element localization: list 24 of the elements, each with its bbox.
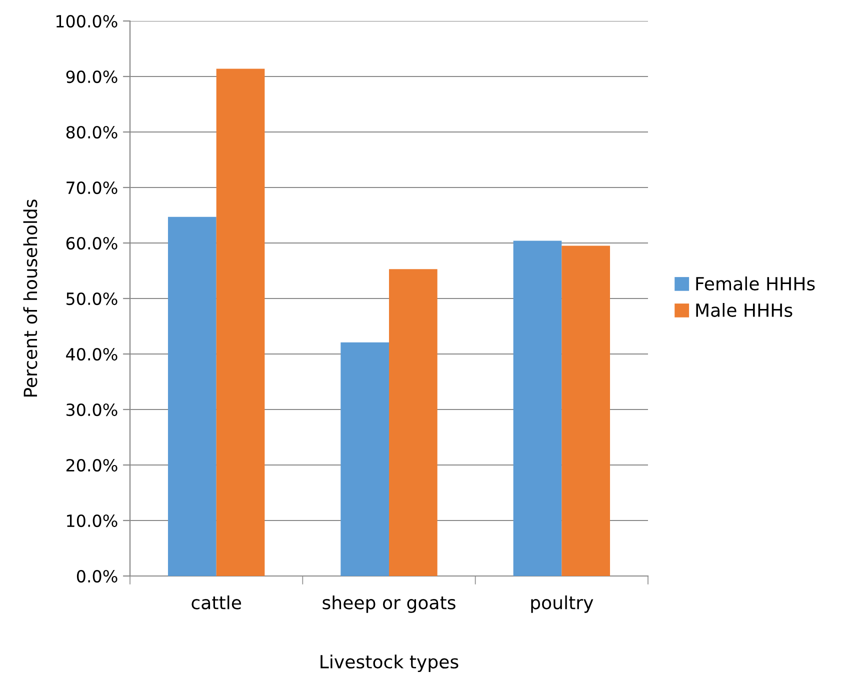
bar — [513, 240, 562, 576]
y-tick-label: 20.0% — [66, 458, 118, 472]
y-tick-label: 10.0% — [67, 514, 118, 528]
legend-label: Male HHHs — [696, 303, 792, 317]
y-tick-label: 70.0% — [66, 181, 118, 194]
y-tick-label: 60.0% — [66, 236, 118, 250]
bar — [340, 342, 389, 576]
legend-label: Female HHHs — [696, 276, 815, 290]
y-tick-label: 50.0% — [66, 292, 118, 306]
bar — [216, 68, 265, 576]
y-tick-label: 0.0% — [76, 570, 118, 583]
x-tick-label: sheep or goats — [322, 595, 456, 613]
x-tick-label: poultry — [531, 595, 594, 613]
y-tick-label: 100.0% — [56, 14, 118, 28]
x-tick-label: cattle — [192, 595, 242, 610]
y-tick-label: 90.0% — [66, 70, 118, 84]
x-axis-title: Livestock types — [320, 654, 458, 672]
bar — [389, 269, 438, 576]
y-axis-title: Percent of households — [23, 200, 38, 397]
y-tick-label: 40.0% — [66, 348, 118, 361]
bar — [168, 216, 216, 576]
y-tick-label: 30.0% — [66, 403, 118, 416]
y-tick-label: 80.0% — [66, 126, 118, 139]
bar — [562, 246, 610, 576]
